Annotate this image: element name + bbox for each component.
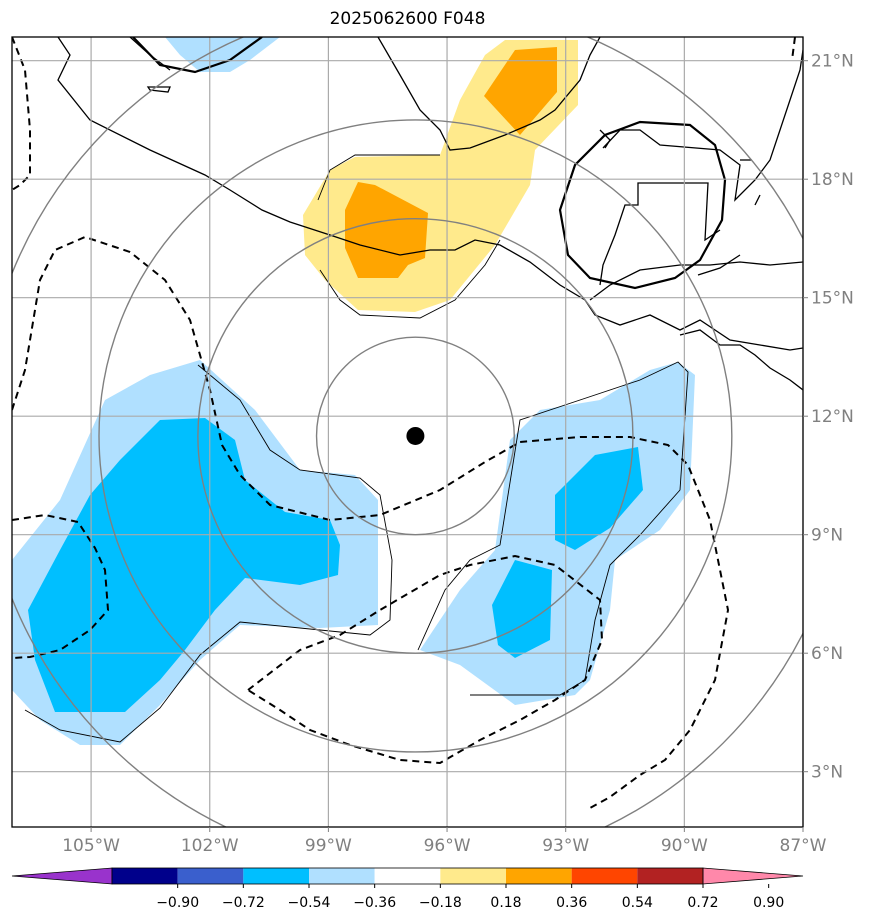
colorbar-segment (440, 868, 506, 884)
lon-tick-label: 105°W (62, 836, 120, 856)
lat-tick-label: 3°N (811, 763, 843, 783)
range-ring (197, 218, 634, 654)
colorbar-label: 0.54 (622, 895, 653, 911)
colorbar-segment (309, 868, 375, 884)
map-title: 2025062600 F048 (329, 9, 486, 29)
colorbar-segment (506, 868, 572, 884)
colorbar-label: −0.36 (353, 895, 396, 911)
lat-tick-label: 18°N (811, 170, 854, 190)
colorbar-label: −0.90 (156, 895, 199, 911)
colorbar-high-extend (702, 867, 804, 885)
colorbar-segment (112, 868, 178, 884)
lon-tick-label: 93°W (542, 836, 589, 856)
range-ring (98, 119, 733, 753)
colorbar-frame (111, 867, 704, 885)
plot-frame (11, 36, 804, 828)
lon-tick-label: 102°W (181, 836, 239, 856)
colorbar-segment (177, 868, 244, 884)
storm-center-marker (406, 426, 425, 445)
lat-tick-label: 9°N (811, 526, 843, 546)
thin-contour (24, 154, 689, 743)
colorbar: −0.90 −0.72 −0.54 −0.36 −0.18 0.18 0.36 0.54 0.7… (11, 867, 804, 911)
colorbar-segment (571, 868, 638, 884)
lon-tick-label: 90°W (661, 836, 708, 856)
colorbar-low-extend (11, 867, 113, 885)
lat-tick-label: 15°N (811, 289, 854, 309)
colorbar-label: 0.72 (687, 895, 718, 911)
lat-tick-label: 12°N (811, 407, 854, 427)
colorbar-label: −0.18 (419, 895, 462, 911)
latitude-ticks: 3°N 6°N 9°N 12°N 15°N 18°N 21°N (803, 52, 854, 783)
colorbar-label: 0.90 (753, 895, 784, 911)
colorbar-label: −0.72 (222, 895, 265, 911)
colorbar-label: −0.54 (288, 895, 331, 911)
colorbar-segment (374, 868, 441, 884)
lon-tick-label: 87°W (780, 836, 827, 856)
longitude-ticks: 105°W 102°W 99°W 96°W 93°W 90°W 87°W (62, 827, 827, 856)
bold-contour (132, 37, 727, 290)
range-rings (12, 37, 803, 827)
colorbar-label: 0.36 (556, 895, 587, 911)
range-ring (315, 336, 515, 536)
colorbar-label: 0.18 (490, 895, 521, 911)
lat-tick-label: 6°N (811, 644, 843, 664)
colorbar-segment (637, 868, 703, 884)
lat-tick-label: 21°N (811, 52, 854, 72)
lon-tick-label: 96°W (424, 836, 471, 856)
lon-tick-label: 99°W (305, 836, 352, 856)
colorbar-segment (243, 868, 309, 884)
